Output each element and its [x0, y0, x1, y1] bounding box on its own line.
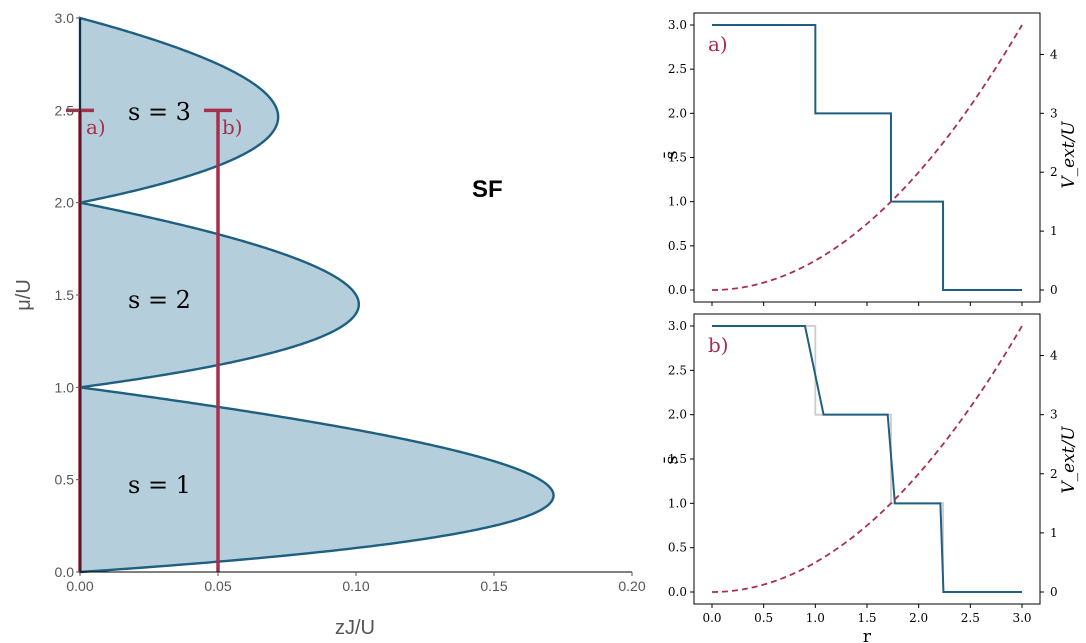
y2-tick-label: 0 — [1050, 283, 1058, 297]
y-tick-label: 2.5 — [668, 363, 687, 377]
phase-x-tick-label: 0.15 — [480, 578, 507, 594]
phase-y-tick-label: 0.0 — [55, 564, 75, 580]
y2-tick-label: 2 — [1050, 467, 1058, 481]
x-tick-label: 2.5 — [961, 611, 980, 625]
profile-b-curves — [711, 325, 1023, 593]
phase-y-tick-label: 1.0 — [55, 379, 75, 395]
density-step-line — [712, 325, 1022, 593]
phase-y-tick-label: 2.0 — [55, 195, 75, 211]
profile-b-y-label: s̄ — [661, 455, 682, 464]
y2-tick-label: 3 — [1050, 408, 1058, 422]
density-step-line — [712, 24, 1022, 291]
superfluid-label: SF — [472, 176, 503, 203]
profile-panel-b: 0.0 0.5 1.0 1.5 2.0 2.5 3.0 0 1 2 3 4 0.0 0.5 1.0 1.5 2.… — [661, 313, 1079, 643]
y2-tick-label: 4 — [1050, 349, 1058, 363]
y2-tick-label: 4 — [1050, 47, 1058, 61]
panel-frame — [693, 12, 1041, 303]
y2-tick-label: 0 — [1050, 585, 1058, 599]
panel-frame — [693, 313, 1041, 605]
ghost-density-line — [712, 325, 1022, 593]
x-tick-label: 3.0 — [1012, 611, 1031, 625]
x-tick-label: 0.5 — [754, 611, 773, 625]
phase-y-tick-label: 0.5 — [55, 472, 75, 488]
panel-label-b: b) — [708, 333, 729, 357]
y2-tick-label: 3 — [1050, 106, 1058, 120]
phase-x-axis-label: zJ/U — [335, 617, 375, 639]
profile-a-axes: 0.0 0.5 1.0 1.5 2.0 2.5 3.0 0 1 2 3 4 — [668, 12, 1058, 306]
y2-tick-label: 2 — [1050, 165, 1058, 179]
lobe-label-s2: s = 2 — [128, 286, 191, 314]
y2-tick-label: 1 — [1050, 526, 1058, 540]
mott-lobe-s3 — [78, 16, 280, 205]
phase-x-tick-label: 0.20 — [618, 578, 645, 594]
y-tick-label: 1.0 — [668, 195, 687, 209]
panel-label-a: a) — [708, 32, 728, 56]
mott-lobe-s1 — [78, 385, 555, 574]
phase-y-tick-label: 3.0 — [55, 10, 75, 26]
x-tick-label: 2.0 — [909, 611, 928, 625]
y-tick-label: 0.0 — [668, 585, 687, 599]
y-tick-label: 0.5 — [668, 239, 687, 253]
y-tick-label: 3.0 — [668, 18, 687, 32]
marker-label-b: b) — [222, 115, 243, 139]
phase-x-tick-label: 0.00 — [66, 578, 93, 594]
phase-x-tick-label: 0.10 — [342, 578, 369, 594]
x-tick-label: 1.5 — [857, 611, 876, 625]
y-tick-label: 1.0 — [668, 496, 687, 510]
y-tick-label: 0.0 — [668, 283, 687, 297]
phase-y-tick-label: 2.5 — [55, 102, 75, 118]
y-tick-label: 0.5 — [668, 541, 687, 555]
phase-y-axis-label: μ/U — [13, 279, 35, 311]
y-tick-label: 1.5 — [668, 151, 687, 165]
trap-potential-curve — [711, 24, 1023, 291]
x-tick-label: 1.0 — [806, 611, 825, 625]
phase-diagram-axes: 0.00 0.05 0.10 0.15 0.20 0.0 0.5 1.0 1.5 2.0 2.5 3.… — [55, 10, 646, 594]
y-tick-label: 2.0 — [668, 106, 687, 120]
y-tick-label: 2.5 — [668, 62, 687, 76]
y-tick-label: 3.0 — [668, 319, 687, 333]
profile-b-y2-label: V_ext/U — [1059, 426, 1079, 494]
phase-x-tick-label: 0.05 — [204, 578, 231, 594]
marker-label-a: a) — [86, 115, 106, 139]
y-tick-label: 2.0 — [668, 408, 687, 422]
profile-b-axes: 0.0 0.5 1.0 1.5 2.0 2.5 3.0 0 1 2 3 4 0.0 0.5 1.0 1.5 2.… — [668, 313, 1058, 625]
lobe-label-s3: s = 3 — [128, 98, 191, 126]
y2-tick-label: 1 — [1050, 224, 1058, 238]
profile-a-y-label: s̄ — [661, 150, 682, 159]
profile-panel-a: 0.0 0.5 1.0 1.5 2.0 2.5 3.0 0 1 2 3 4 a) s̄ V_ext/U — [661, 12, 1079, 306]
profile-b-x-label: r — [863, 627, 872, 643]
y-tick-label: 1.5 — [668, 452, 687, 466]
x-tick-label: 0.0 — [702, 611, 721, 625]
trap-potential-curve — [711, 325, 1023, 593]
profile-a-curves — [711, 24, 1023, 291]
profile-a-y2-label: V_ext/U — [1059, 121, 1079, 189]
phase-y-tick-label: 1.5 — [55, 287, 75, 303]
lobe-label-s1: s = 1 — [128, 471, 191, 499]
phase-diagram-panel: 0.00 0.05 0.10 0.15 0.20 0.0 0.5 1.0 1.5 2.0 2.5 3.… — [13, 10, 646, 639]
